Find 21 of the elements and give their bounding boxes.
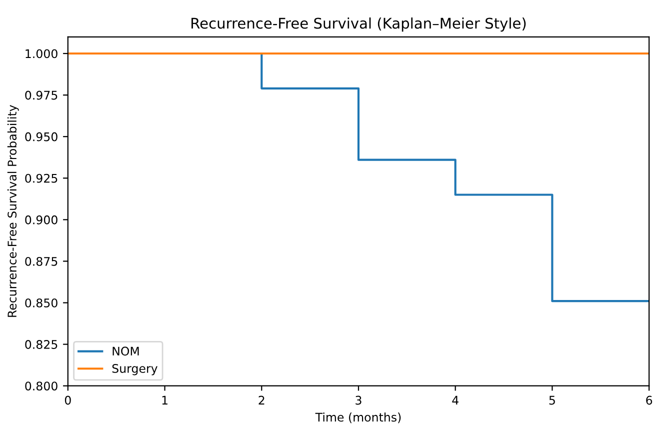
y-tick-label: 0.950: [25, 132, 58, 142]
legend-label: Surgery: [112, 364, 158, 376]
y-tick-label: 0.875: [25, 256, 58, 266]
y-tick-label: 0.850: [25, 298, 58, 308]
y-axis-title: Recurrence-Free Survival Probability: [7, 104, 19, 317]
y-tick-label: 0.925: [25, 174, 58, 183]
x-tick-label: 4: [452, 396, 458, 405]
y-tick-label: 0.900: [25, 215, 58, 224]
x-tick-label: 2: [258, 396, 264, 405]
chart-title: Recurrence-Free Survival (Kaplan–Meier Style): [192, 17, 526, 32]
y-tick-label: 0.825: [25, 340, 58, 349]
x-axis-title: Time (months): [315, 412, 401, 424]
x-tick-label: 1: [162, 396, 168, 405]
x-tick-label: 0: [64, 396, 71, 405]
y-tick-label: 1.000: [26, 49, 58, 58]
x-tick-label: 3: [356, 396, 362, 405]
x-tick-label: 5: [549, 396, 555, 405]
x-tick-label: 6: [646, 396, 652, 405]
y-tick-label: 0.975: [25, 90, 58, 100]
y-tick-label: 0.800: [25, 382, 58, 390]
legend-label: NOM: [112, 346, 139, 356]
